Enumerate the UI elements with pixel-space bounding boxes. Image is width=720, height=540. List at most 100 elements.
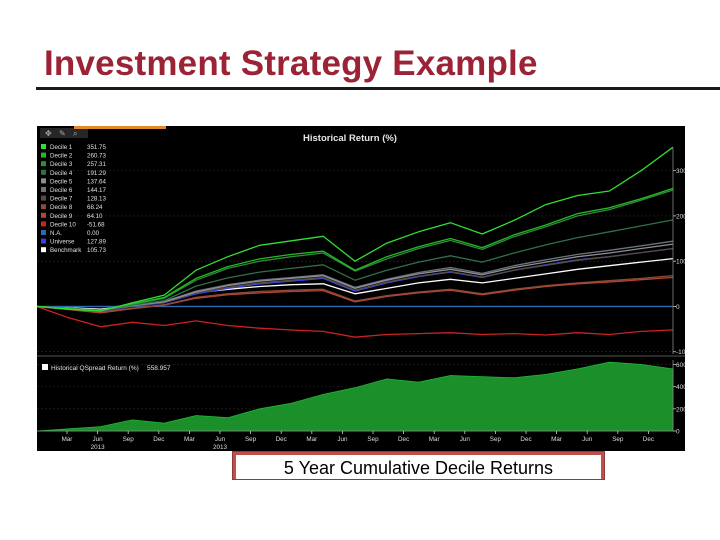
legend-swatch [41,238,46,244]
legend-swatch [41,212,46,218]
bottom-chart-area [37,361,674,432]
x-tick-label: Jun [337,436,348,443]
series-line-decile-1 [37,146,674,312]
caption-text: 5 Year Cumulative Decile Returns [283,458,554,478]
top-chart-series [37,146,674,338]
legend-label: Decile 1 [50,144,73,151]
x-tick-label: Jun [215,436,226,443]
toolbar-cursor-icon[interactable]: ✥ [45,129,52,138]
caption-box: 5 Year Cumulative Decile Returns [232,451,605,480]
bottom-y-tick-label: 400 [676,384,685,391]
legend-swatch [41,195,46,201]
legend-label: Decile 3 [50,161,73,168]
x-tick-label: Mar [184,436,195,443]
historical-return-chart: ✥ ✎ ⌕ Historical Return (%) 300 200 100 0 -1… [37,126,685,451]
legend-label: Decile 4 [50,170,73,177]
chart-title: Historical Return (%) [303,133,397,144]
series-line-decile-5 [37,243,674,311]
x-tick-label: Dec [153,436,164,443]
legend-swatch [41,144,46,149]
legend-swatch [41,152,46,158]
x-year-label: 2013 [213,444,228,451]
title-underline [36,87,720,90]
legend-label: Decile 8 [50,204,73,211]
legend-label: Universe [50,239,75,246]
caption-inner: 5 Year Cumulative Decile Returns [236,455,601,479]
qspread-legend-value: 558.957 [147,365,171,372]
legend-value: 127.89 [87,239,106,246]
legend-label: Decile 2 [50,153,73,160]
legend-value: 257.31 [87,161,106,168]
x-tick-label: Mar [62,436,73,443]
x-tick-label: Jun [582,436,593,443]
series-line-decile-10 [37,305,674,338]
chart-panel: ✥ ✎ ⌕ Historical Return (%) 300 200 100 0 -1… [37,126,685,451]
legend-swatch [41,161,46,167]
legend-swatch [41,187,46,192]
x-tick-label: Dec [276,436,287,443]
top-y-tick-label: -100 [676,349,685,356]
bottom-y-tick-label: 200 [676,406,685,413]
legend-value: 128.13 [87,196,106,203]
series-line-decile-3 [37,189,674,312]
toolbar-accent-bar [74,126,166,129]
series-line-decile-4 [37,219,674,311]
legend-value: 191.29 [87,170,106,177]
legend-label: Decile 6 [50,187,73,194]
qspread-area [37,361,674,432]
qspread-legend-label: Historical QSpread Return (%) [51,365,139,372]
bottom-y-tick-label: 0 [676,429,680,436]
slide-title: Investment Strategy Example [44,44,538,83]
legend-value: 260.73 [87,153,106,160]
legend-value: -51.68 [87,221,105,228]
toolbar-pen-icon[interactable]: ✎ [59,129,66,138]
legend-swatch [41,169,46,175]
legend-value: 105.73 [87,247,106,254]
toolbar-background [40,128,88,138]
top-y-tick-label: 100 [676,259,685,266]
chart-toolbar: ✥ ✎ ⌕ [40,126,166,138]
x-tick-label: Jun [460,436,471,443]
x-tick-label: Sep [245,436,257,443]
chart-legend: Decile 1 351.75 Decile 2 260.73 Decile 3 257.… [41,144,106,254]
legend-value: 144.17 [87,187,106,194]
legend-swatch [41,247,46,253]
x-tick-label: Dec [643,436,654,443]
x-tick-label: Dec [398,436,409,443]
series-line-decile-6 [37,240,674,311]
bottom-chart-y-axis: 600 400 200 0 [672,360,685,436]
x-tick-label: Mar [306,436,317,443]
x-tick-label: Sep [123,436,135,443]
legend-label: Decile 10 [50,221,76,228]
x-tick-label: Sep [490,436,502,443]
top-y-tick-label: 300 [676,168,685,175]
x-tick-label: Sep [612,436,624,443]
legend-label: Decile 7 [50,196,73,203]
x-tick-label: Mar [551,436,562,443]
x-tick-label: Jun [93,436,104,443]
legend-label: Decile 5 [50,178,73,185]
top-y-tick-label: 200 [676,213,685,220]
legend-swatch [41,221,46,227]
x-tick-label: Dec [520,436,531,443]
legend-value: 68.24 [87,204,103,211]
legend-label: N.A. [50,230,62,237]
legend-value: 64.10 [87,213,103,220]
x-axis: Mar Jun Sep Dec Mar Jun Sep Dec Mar Jun Sep Dec Mar J… [37,430,673,451]
series-line-decile-8 [37,274,674,313]
toolbar-zoom-icon[interactable]: ⌕ [73,129,77,138]
legend-label: Benchmark [50,247,82,254]
x-year-label: 2013 [91,444,106,451]
qspread-legend: Historical QSpread Return (%) 558.957 [42,364,171,372]
top-chart-y-axis: 300 200 100 0 -100 [672,148,685,356]
top-y-tick-label: 0 [676,304,680,311]
legend-swatch [41,178,46,184]
series-line-decile-2 [37,187,674,312]
legend-swatch [41,230,46,235]
legend-swatch [41,204,46,210]
qspread-legend-swatch [42,364,48,370]
bottom-y-tick-label: 600 [676,362,685,369]
legend-value: 137.64 [87,178,106,185]
legend-label: Decile 9 [50,213,73,220]
legend-value: 0.00 [87,230,100,237]
